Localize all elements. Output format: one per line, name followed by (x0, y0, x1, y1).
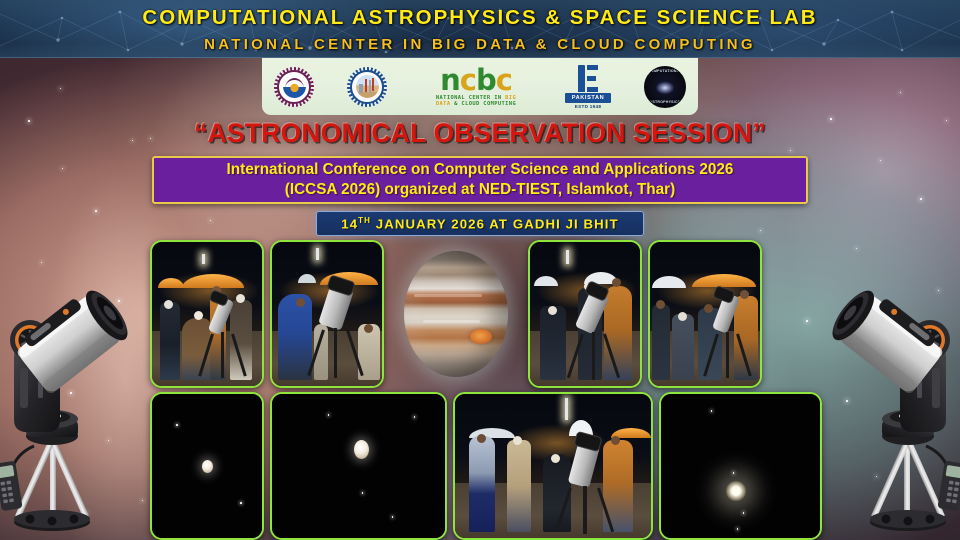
telescope-right (816, 240, 960, 540)
ned-university-seal (274, 66, 314, 107)
ncbc-letter-n: n (440, 63, 461, 98)
photo-observer-telescope-2[interactable] (270, 240, 384, 388)
photo-observers-group-1[interactable] (150, 240, 264, 388)
ncbc-subtitle-line2: DATA & CLOUD COMPUTING (435, 100, 517, 107)
great-red-spot (470, 329, 492, 345)
photo-gallery (150, 240, 822, 540)
photo-bright-star-sky-3[interactable] (658, 392, 822, 540)
ncbc-letter-c2: c (495, 63, 513, 98)
jupiter-disk (404, 251, 508, 377)
logo-strip: ncbc NATIONAL CENTER IN BIG DATA & CLOUD… (262, 58, 698, 115)
ie-estd-label: ESTD 1948 (574, 103, 602, 109)
conference-banner-line1: International Conference on Computer Sci… (226, 160, 734, 178)
cas-logo-bottom-label: ASTROPHYSICS (649, 100, 681, 104)
cas-logo-top-label: COMPUTATIONAL (648, 69, 682, 73)
conference-banner: International Conference on Computer Sci… (152, 156, 808, 204)
telescope-left-icon (0, 290, 128, 531)
event-date-text: 14TH JANUARY 2026 AT GADHI JI BHIT (341, 215, 619, 232)
photo-observers-group-4[interactable] (648, 240, 762, 388)
page-title: “ASTRONOMICAL OBSERVATION SESSION” (194, 118, 766, 148)
header-banner: COMPUTATIONAL ASTROPHYSICS & SPACE SCIEN… (0, 0, 960, 58)
ie-country-label: PAKISTAN (565, 93, 611, 103)
telescope-left (0, 240, 144, 540)
image-jupiter (390, 240, 522, 388)
ncbc-logo: ncbc NATIONAL CENTER IN BIG DATA & CLOUD… (420, 66, 532, 107)
photo-observers-group-3[interactable] (528, 240, 642, 388)
gallery-row-bottom (150, 392, 822, 540)
photo-observers-group-5[interactable] (453, 392, 653, 540)
lab-title-line1: COMPUTATIONAL ASTROPHYSICS & SPACE SCIEN… (142, 6, 818, 29)
ncbc-subtitle-line1: NATIONAL CENTER IN BIG (435, 95, 517, 102)
computational-astrophysics-logo: COMPUTATIONAL ASTROPHYSICS (644, 65, 686, 108)
photo-moon-sky-1[interactable] (150, 392, 264, 540)
gallery-row-top (150, 240, 822, 388)
ncbc-letter-c1: c (459, 63, 477, 98)
telescope-right-icon (832, 290, 960, 531)
institution-seal (347, 66, 387, 107)
event-date-badge: 14TH JANUARY 2026 AT GADHI JI BHIT (316, 211, 644, 236)
ie-pakistan-logo: PAKISTAN ESTD 1948 (565, 64, 611, 109)
photo-venus-sky-2[interactable] (269, 392, 448, 540)
ncbc-letter-b: b (475, 63, 497, 98)
lab-title-line2: NATIONAL CENTER IN BIG DATA & CLOUD COMP… (204, 35, 756, 53)
network-pattern-icon (0, 8, 960, 54)
conference-banner-line2: (ICCSA 2026) organized at NED-TIEST, Isl… (284, 181, 676, 198)
ie-monogram-icon (565, 64, 611, 93)
